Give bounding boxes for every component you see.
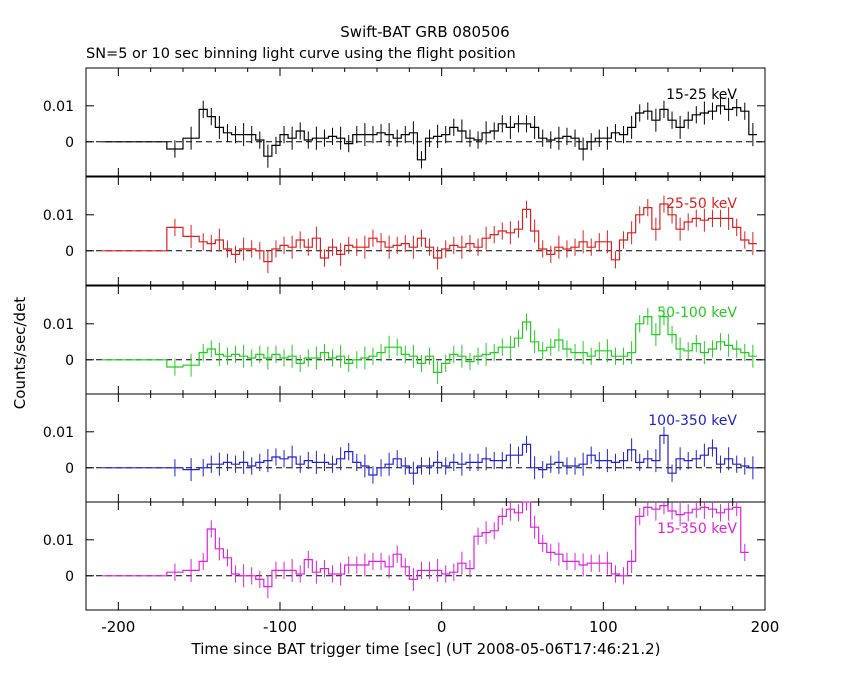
x-tick-label: 100 [589, 618, 618, 636]
chart-title: Swift-BAT GRB 080506 [340, 23, 510, 41]
panel-frame [85, 285, 766, 395]
series-line [102, 316, 757, 373]
band-label: 15-350 keV [657, 521, 737, 537]
panel-frame [85, 393, 766, 503]
x-tick-label: -100 [263, 618, 297, 636]
band-label: 25-50 keV [666, 196, 737, 212]
x-tick-label: -200 [101, 618, 135, 636]
y-tick-label: 0 [65, 569, 74, 585]
y-tick-label: 0.01 [43, 317, 74, 333]
y-tick-label: 0.01 [43, 533, 74, 549]
band-label: 15-25 keV [666, 87, 737, 103]
y-tick-label: 0.01 [43, 425, 74, 441]
y-tick-label: 0 [65, 244, 74, 260]
x-axis-label: Time since BAT trigger time [sec] (UT 20… [191, 640, 661, 658]
chart-subtitle: SN=5 or 10 sec binning light curve using… [86, 46, 516, 62]
series-line [102, 501, 749, 588]
band-label: 50-100 keV [657, 305, 737, 321]
panel-frame [85, 501, 766, 611]
panel-frame [85, 67, 766, 177]
y-tick-label: 0 [65, 461, 74, 477]
x-tick-label: 0 [437, 618, 447, 636]
y-tick-label: 0.01 [43, 208, 74, 224]
y-tick-label: 0.01 [43, 99, 74, 115]
y-tick-label: 0 [65, 135, 74, 151]
x-tick-label: 200 [751, 618, 780, 636]
band-label: 100-350 keV [648, 413, 737, 429]
panel-frame [85, 176, 766, 286]
y-tick-label: 0 [65, 353, 74, 369]
